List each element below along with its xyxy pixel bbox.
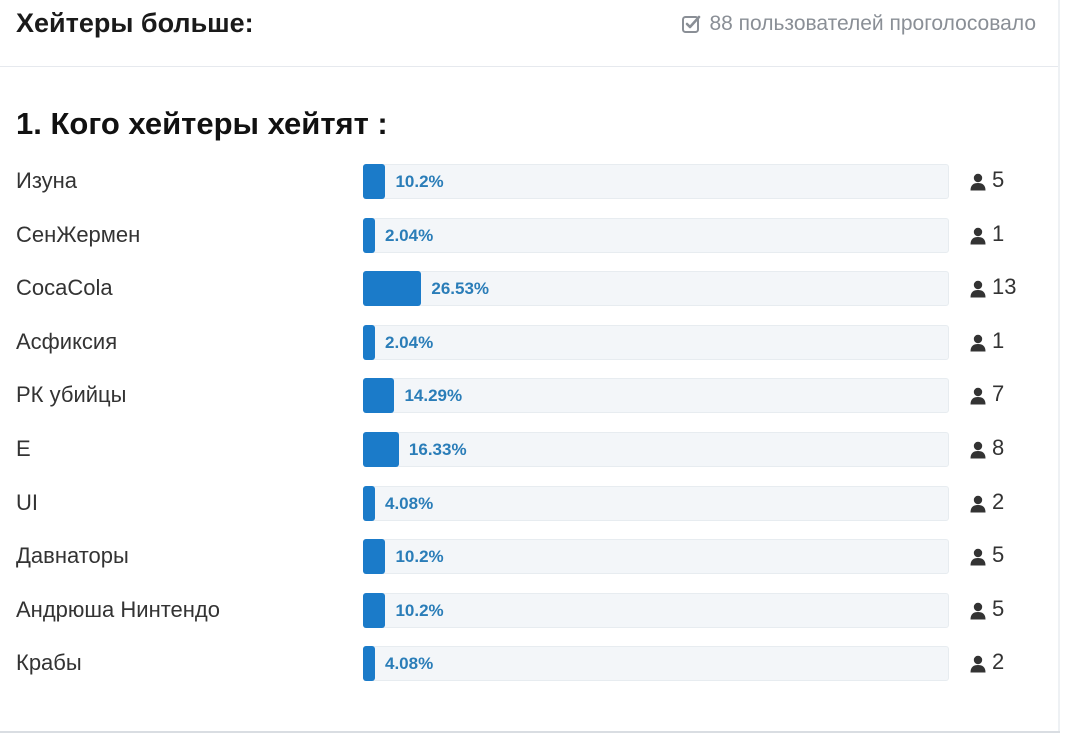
option-bar-fill <box>363 324 375 360</box>
option-bar-fill <box>363 271 422 307</box>
option-percent: 4.08% <box>385 493 434 513</box>
user-icon <box>970 493 986 513</box>
option-label: Андрюша Нинтендо <box>16 596 221 622</box>
vote-count-value: 13 <box>992 274 1017 300</box>
option-vote-count: 5 <box>970 596 1004 622</box>
option-percent: 16.33% <box>408 439 467 459</box>
option-label: UI <box>16 489 38 515</box>
poll-option-row: UI 4.08% 2 <box>0 477 1060 531</box>
vote-count-value: 2 <box>992 488 1005 514</box>
poll-option-row: Давнаторы 10.2% 5 <box>0 530 1060 584</box>
vote-count-value: 5 <box>992 167 1005 192</box>
user-icon <box>970 385 986 405</box>
user-icon <box>970 600 986 620</box>
poll-results: Изуна 10.2% 5 СенЖермен 2.04% 1 CocaCola 26.53%… <box>0 155 1060 691</box>
vote-count-value: 7 <box>992 381 1005 407</box>
option-vote-count: 8 <box>970 435 1004 461</box>
poll-header: Хейтеры больше: 88 пользователей проголо… <box>0 0 1060 67</box>
option-vote-count: 5 <box>970 542 1004 568</box>
user-icon <box>970 653 986 673</box>
voters-text: 88 пользователей проголосовало <box>709 12 1036 35</box>
option-percent: 14.29% <box>404 386 463 406</box>
option-vote-count: 2 <box>970 649 1004 675</box>
option-bar-track: 2.04% <box>363 217 949 253</box>
poll-option-row: Крабы 4.08% 2 <box>0 637 1060 691</box>
option-percent: 10.2% <box>395 172 444 191</box>
divider <box>0 731 1060 733</box>
vote-count-value: 5 <box>992 595 1005 621</box>
option-vote-count: 13 <box>970 274 1016 300</box>
vote-count-value: 2 <box>992 649 1005 675</box>
poll-option-row: РК убийцы 14.29% 7 <box>0 369 1060 423</box>
option-percent: 4.08% <box>385 654 434 674</box>
option-percent: 10.2% <box>395 600 444 620</box>
option-label: Крабы <box>16 650 82 676</box>
option-bar-track: 10.2% <box>363 539 949 575</box>
option-bar-fill <box>363 164 386 199</box>
user-icon <box>970 332 986 352</box>
vote-count-value: 5 <box>992 542 1005 568</box>
option-bar-fill <box>363 378 395 414</box>
option-vote-count: 1 <box>970 221 1004 247</box>
option-bar-fill <box>363 539 386 575</box>
vote-count-value: 1 <box>992 327 1005 353</box>
option-label: РК убийцы <box>16 382 127 408</box>
option-bar-track: 4.08% <box>363 646 949 682</box>
option-bar-track: 26.53% <box>363 271 949 307</box>
vote-count-value: 8 <box>992 434 1005 460</box>
option-vote-count: 5 <box>970 167 1004 193</box>
poll-option-row: E 16.33% 8 <box>0 423 1060 477</box>
poll-option-row: Изуна 10.2% 5 <box>0 155 1060 209</box>
option-label: Асфиксия <box>16 328 118 354</box>
option-vote-count: 1 <box>970 328 1004 354</box>
option-bar-fill <box>363 431 399 467</box>
vote-count-value: 1 <box>992 220 1005 246</box>
option-bar-track: 2.04% <box>363 324 949 360</box>
poll-title: Хейтеры больше: <box>16 8 254 38</box>
option-label: E <box>16 435 31 461</box>
voters-count: 88 пользователей проголосовало <box>681 12 1036 36</box>
poll-option-row: СенЖермен 2.04% 1 <box>0 209 1060 263</box>
option-bar-track: 16.33% <box>363 431 949 467</box>
poll-option-row: Асфиксия 2.04% 1 <box>0 316 1060 370</box>
option-bar-fill <box>363 485 375 521</box>
poll-option-row: Андрюша Нинтендо 10.2% 5 <box>0 584 1060 638</box>
option-bar-track: 10.2% <box>363 164 949 199</box>
option-label: СенЖермен <box>16 221 141 247</box>
option-bar-track: 10.2% <box>363 592 949 628</box>
option-label: CocaCola <box>16 275 113 301</box>
user-icon <box>970 439 986 459</box>
option-bar-track: 4.08% <box>363 485 949 521</box>
user-icon <box>970 278 986 298</box>
option-label: Давнаторы <box>16 543 129 569</box>
option-percent: 2.04% <box>385 225 434 245</box>
option-percent: 26.53% <box>431 279 490 299</box>
option-bar-fill <box>363 646 375 682</box>
option-bar-track: 14.29% <box>363 378 949 414</box>
user-icon <box>970 546 986 566</box>
question-title: 1. Кого хейтеры хейтят : <box>16 106 388 141</box>
option-vote-count: 7 <box>970 381 1004 407</box>
panel-edge <box>1058 0 1060 733</box>
poll-option-row: CocaCola 26.53% 13 <box>0 262 1060 316</box>
option-vote-count: 2 <box>970 489 1004 515</box>
option-percent: 2.04% <box>385 332 434 352</box>
check-square-icon <box>681 14 701 34</box>
option-bar-fill <box>363 217 375 253</box>
option-label: Изуна <box>16 168 78 193</box>
option-bar-fill <box>363 592 386 628</box>
option-percent: 10.2% <box>395 547 444 567</box>
user-icon <box>970 171 986 191</box>
user-icon <box>970 225 986 245</box>
